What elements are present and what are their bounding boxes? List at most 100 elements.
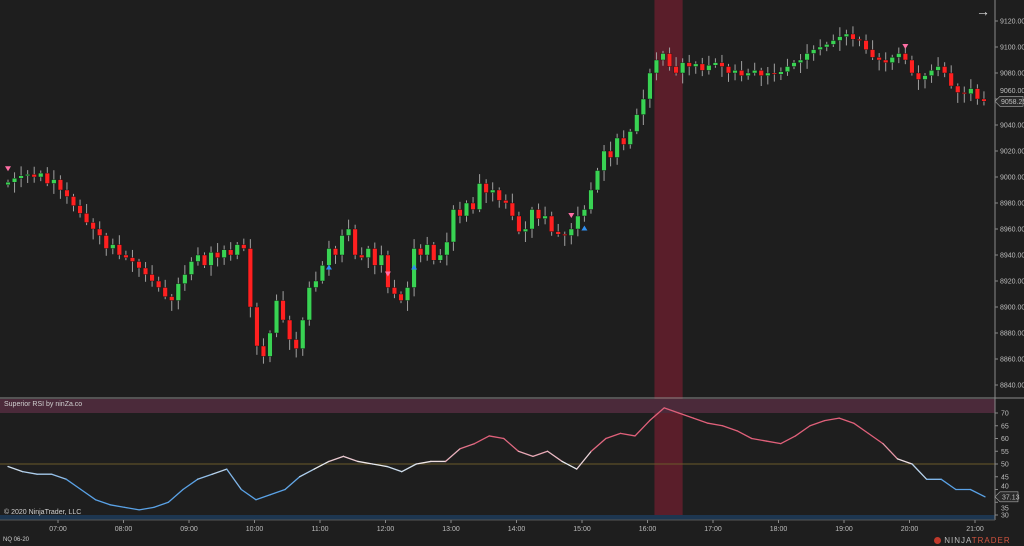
candle	[798, 54, 804, 73]
candle	[372, 242, 378, 275]
rsi-segment	[853, 422, 869, 435]
session-break-band	[654, 0, 683, 520]
candle-body	[418, 248, 424, 256]
candle-body	[896, 53, 902, 58]
candle	[97, 221, 103, 245]
candle-body	[372, 248, 378, 266]
candle	[955, 83, 961, 103]
candle	[915, 65, 921, 90]
candle	[241, 238, 247, 252]
candle	[123, 250, 129, 261]
candle	[948, 65, 954, 89]
candle-body	[483, 183, 489, 193]
candle	[961, 86, 967, 103]
overbought-zone	[0, 399, 995, 413]
copyright: © 2020 NinjaTrader, LLC	[4, 509, 82, 516]
candle-body	[136, 261, 142, 269]
candle	[57, 175, 63, 199]
candle-body	[116, 244, 122, 256]
rsi-segment	[386, 465, 403, 473]
candle	[889, 54, 895, 70]
candle-body	[405, 287, 411, 301]
candle-body	[516, 215, 522, 232]
candle	[457, 201, 463, 224]
rsi-segment	[94, 499, 111, 506]
rsi-segment	[211, 468, 228, 475]
candle-body	[549, 215, 555, 232]
candle-body	[876, 57, 882, 61]
candle	[568, 223, 574, 245]
candle-body	[686, 62, 692, 67]
price-tick-label: 8880.00	[1000, 331, 1024, 338]
candles	[5, 26, 987, 364]
rsi-segment	[284, 476, 301, 491]
rsi-segment	[124, 506, 140, 511]
candle-body	[391, 287, 397, 295]
candle	[116, 235, 122, 260]
candle-body	[162, 287, 168, 297]
candle	[175, 277, 181, 310]
candle-body	[726, 66, 732, 74]
candle-body	[706, 64, 712, 71]
candle	[391, 279, 397, 299]
rsi-segment	[488, 435, 505, 440]
candle	[634, 108, 640, 135]
rsi-segment	[196, 473, 213, 480]
rsi-segment	[7, 465, 24, 473]
time-tick-label: 19:00	[835, 526, 853, 533]
rsi-segment	[21, 470, 38, 475]
candle-body	[837, 36, 843, 41]
rsi-tick-label: 45	[1001, 474, 1009, 481]
candle	[195, 247, 201, 266]
candle-body	[843, 33, 849, 37]
candle-body	[496, 189, 502, 201]
rsi-segment	[590, 437, 607, 452]
candle-body	[464, 202, 470, 217]
time-tick-label: 16:00	[639, 526, 657, 533]
candle	[667, 47, 673, 71]
candle-body	[247, 248, 253, 308]
candle	[129, 249, 135, 272]
candle-body	[509, 202, 515, 217]
arrow-right-icon[interactable]: →	[976, 3, 990, 19]
candle-body	[123, 254, 129, 258]
candle-body	[660, 53, 666, 61]
candle	[824, 41, 830, 52]
candle	[424, 236, 430, 261]
candle-body	[352, 228, 358, 256]
candle-body	[260, 345, 266, 357]
candle-body	[431, 244, 437, 261]
candle	[346, 219, 352, 242]
candle	[621, 130, 627, 151]
candle	[765, 67, 771, 85]
price-tick-label: 9100.00	[1000, 45, 1024, 52]
sell-signal-icon	[5, 166, 11, 172]
buy-signal-icon	[325, 264, 332, 270]
candle	[90, 218, 96, 240]
candle	[830, 34, 836, 47]
rsi-segment	[473, 435, 490, 445]
rsi-segment	[51, 473, 67, 480]
candle	[660, 50, 666, 66]
candle-body	[503, 200, 509, 204]
candle-body	[25, 174, 31, 176]
candle-body	[850, 33, 856, 40]
candle-body	[568, 228, 574, 236]
candle	[326, 240, 332, 276]
rsi-segment	[357, 460, 374, 465]
candle-body	[791, 62, 797, 67]
oversold-zone	[0, 515, 995, 520]
candle	[863, 34, 869, 54]
candle	[542, 206, 548, 225]
time-tick-label: 21:00	[966, 526, 984, 533]
time-tick-label: 08:00	[115, 526, 133, 533]
candle	[293, 331, 299, 358]
candle	[804, 44, 810, 69]
candle-body	[857, 39, 863, 41]
candle-body	[771, 72, 777, 75]
candle-body	[830, 40, 836, 45]
candle	[5, 179, 11, 188]
rsi-segment	[896, 458, 913, 465]
candle-body	[97, 228, 103, 236]
